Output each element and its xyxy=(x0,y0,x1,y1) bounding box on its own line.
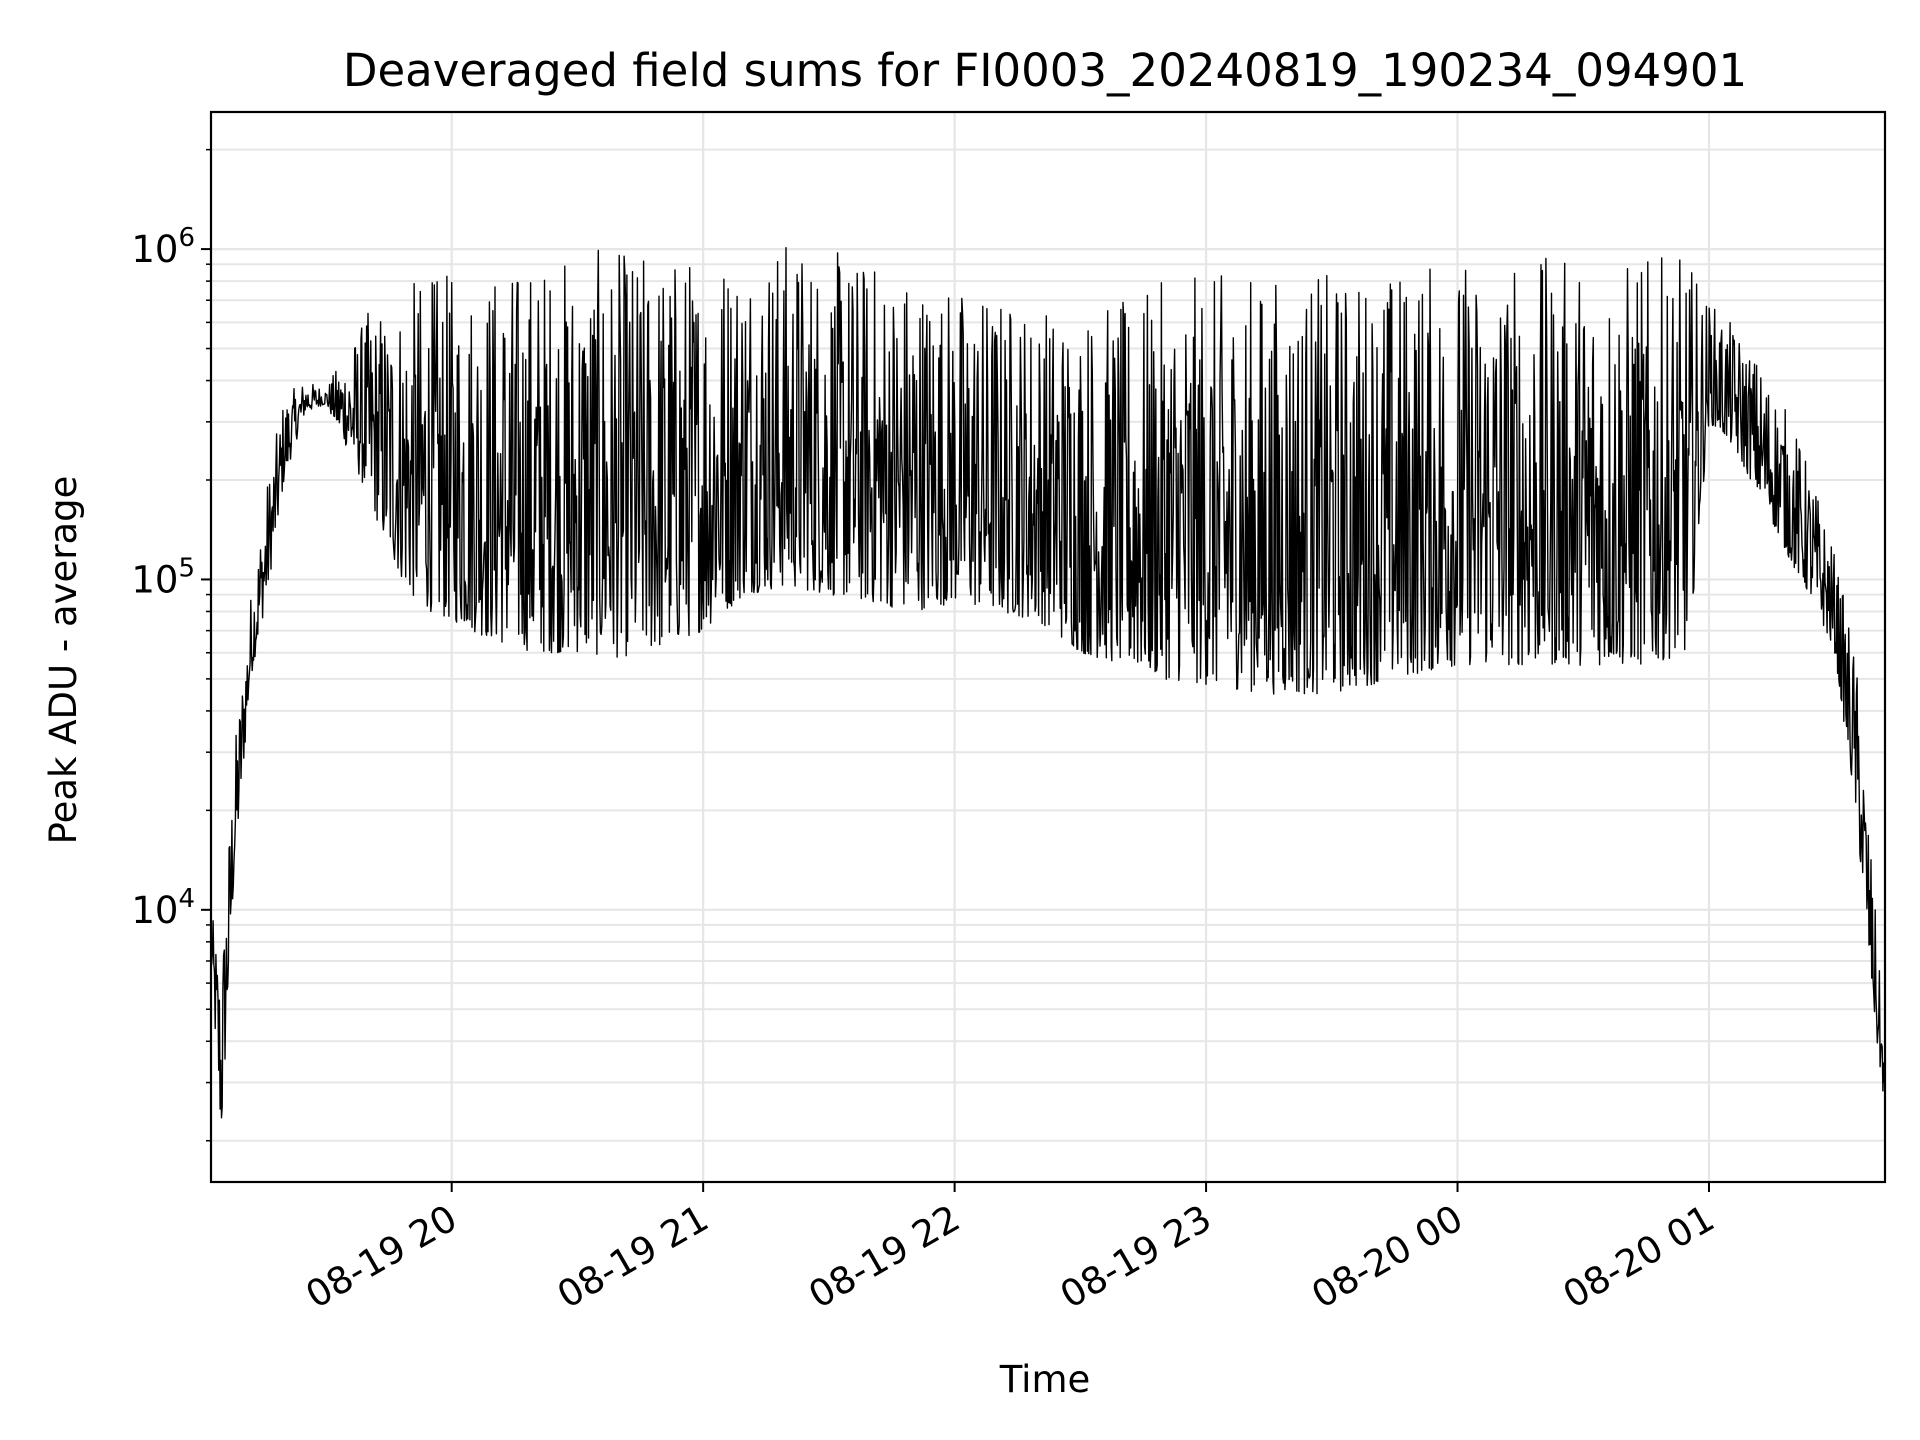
y-tick-label: 106 xyxy=(131,223,195,271)
y-tick-label: 105 xyxy=(131,553,195,601)
y-tick-label: 104 xyxy=(131,884,195,932)
chart-title: Deaveraged field sums for FI0003_2024081… xyxy=(343,44,1747,97)
grid-layer xyxy=(211,112,1885,1182)
plot-frame xyxy=(209,110,1887,1184)
y-axis-label: Peak ADU - average xyxy=(42,476,85,845)
x-axis-label: Time xyxy=(999,1358,1091,1401)
series-line xyxy=(210,247,1886,1119)
data-line-layer xyxy=(210,247,1886,1119)
